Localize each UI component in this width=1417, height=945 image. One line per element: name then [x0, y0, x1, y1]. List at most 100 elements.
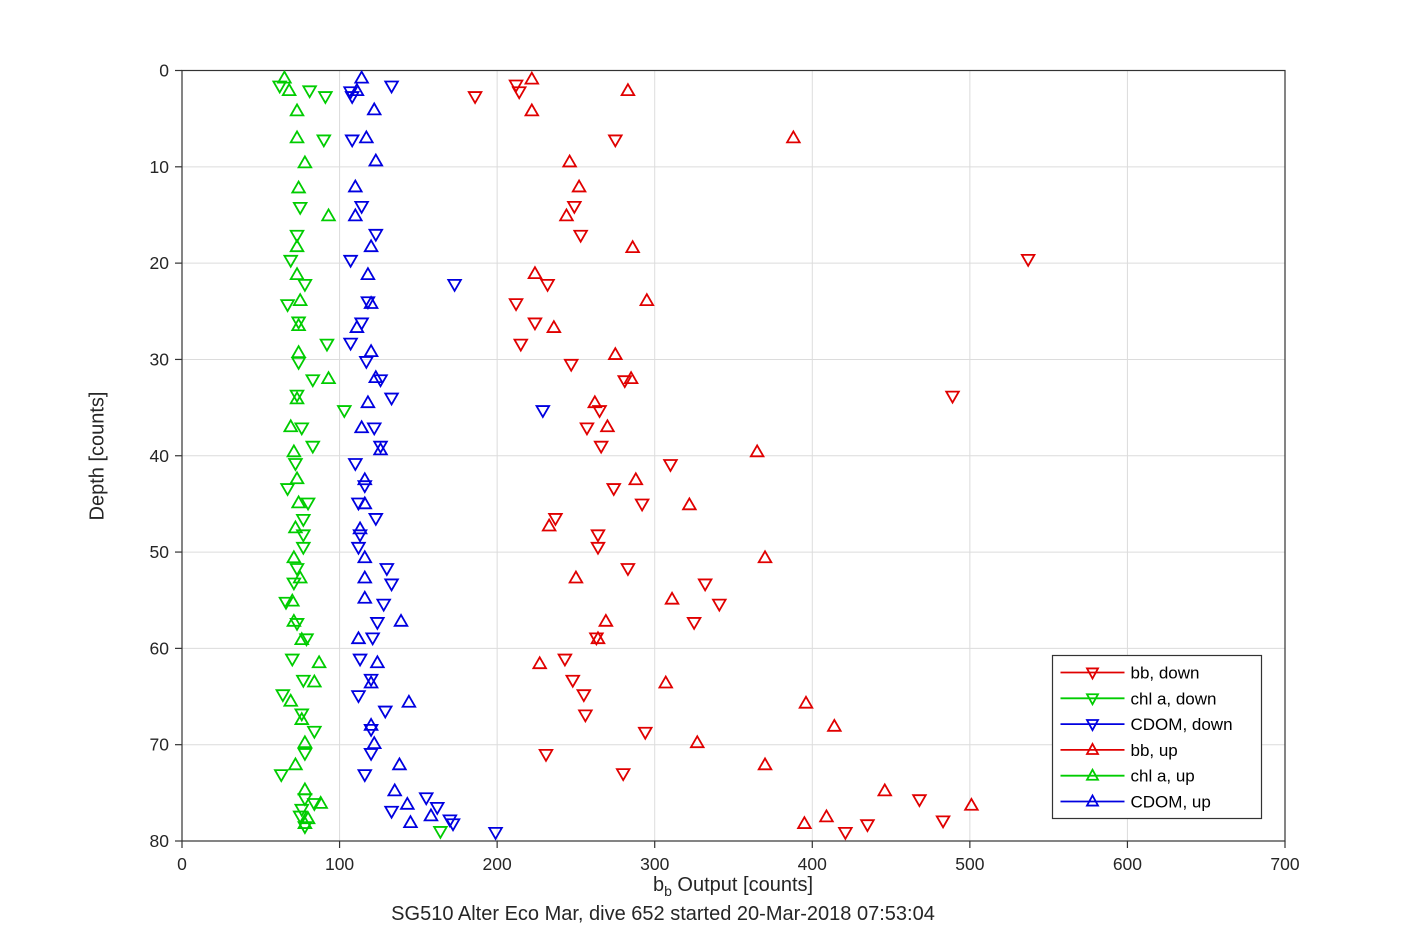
- marker-chl-a-up: [281, 82, 298, 97]
- marker-bb-down: [572, 229, 589, 244]
- marker-chl-a-down: [286, 577, 302, 592]
- marker-bb-down: [607, 134, 624, 149]
- marker-cdom-down: [352, 653, 368, 668]
- legend-label: bb, up: [1131, 741, 1178, 760]
- marker-chl-a-down: [297, 748, 313, 762]
- marker-cdom-up: [367, 369, 384, 384]
- legend-label: CDOM, up: [1131, 793, 1211, 812]
- figure-title: SG510 Alter Eco Mar, dive 652 started 20…: [391, 903, 935, 925]
- marker-cdom-down: [350, 541, 367, 556]
- marker-cdom-up: [352, 520, 368, 535]
- x-axis-label-main: b: [652, 874, 665, 896]
- marker-chl-a-up: [287, 756, 304, 771]
- marker-chl-a-up: [293, 711, 310, 725]
- marker-cdom-down: [372, 374, 389, 388]
- marker-bb-down: [590, 541, 606, 556]
- marker-chl-a-down: [274, 689, 291, 703]
- marker-chl-a-down: [317, 91, 334, 105]
- marker-bb-down: [662, 459, 679, 473]
- x-tick-label: 100: [325, 854, 354, 874]
- marker-chl-a-up: [306, 673, 323, 688]
- marker-chl-a-up: [320, 370, 337, 385]
- marker-cdom-up: [363, 674, 379, 689]
- marker-chl-a-down: [301, 85, 318, 100]
- marker-bb-up: [607, 346, 624, 360]
- marker-cdom-up: [369, 654, 386, 669]
- marker-bb-up: [627, 471, 644, 486]
- marker-chl-a-up: [292, 569, 309, 584]
- marker-cdom-up: [393, 613, 409, 627]
- marker-cdom-down: [383, 392, 400, 407]
- marker-cdom-up: [353, 419, 370, 434]
- legend-marker-down: [1085, 667, 1100, 681]
- marker-chl-a-up: [282, 693, 299, 707]
- marker-cdom-down: [347, 458, 364, 472]
- marker-chl-a-up: [286, 549, 302, 564]
- marker-cdom-up: [356, 495, 373, 510]
- marker-cdom-down: [429, 801, 446, 816]
- legend-box: [1051, 654, 1263, 820]
- marker-cdom-down: [487, 827, 504, 841]
- marker-chl-a-down: [293, 708, 310, 723]
- marker-bb-down: [686, 617, 702, 631]
- marker-bb-up: [796, 815, 813, 829]
- marker-chl-a-up: [311, 654, 327, 669]
- marker-cdom-up: [356, 589, 373, 604]
- marker-chl-a-down: [293, 422, 310, 437]
- marker-bb-up: [546, 319, 562, 333]
- y-tick-label: 10: [150, 157, 170, 177]
- marker-chl-a-down: [300, 497, 316, 512]
- marker-chl-a-up: [297, 815, 313, 829]
- legend-marker-up: [1085, 742, 1100, 755]
- marker-bb-up: [598, 613, 614, 627]
- marker-chl-a-up: [293, 631, 310, 646]
- marker-bb-down: [605, 483, 622, 497]
- marker-chl-a-up: [289, 266, 305, 281]
- marker-cdom-up: [347, 207, 364, 222]
- marker-cdom-up: [367, 152, 384, 167]
- marker-bb-down: [508, 79, 524, 94]
- marker-bb-down: [593, 440, 609, 455]
- marker-chl-a-down: [297, 278, 313, 293]
- marker-bb-down: [935, 815, 951, 830]
- y-axis-label: Depth [counts]: [86, 391, 109, 521]
- marker-bb-up: [638, 292, 655, 307]
- legend-label: chl a, down: [1131, 689, 1217, 708]
- marker-bb-up: [523, 70, 540, 85]
- x-tick-label: 400: [798, 854, 827, 874]
- x-tick-label: 600: [1113, 854, 1142, 874]
- marker-cdom-down: [446, 278, 463, 293]
- marker-chl-a-up: [289, 102, 305, 117]
- marker-bb-up: [586, 394, 603, 409]
- marker-bb-up: [561, 153, 578, 168]
- marker-chl-a-down: [284, 653, 301, 668]
- marker-chl-a-up: [287, 519, 304, 534]
- marker-bb-down: [620, 563, 636, 577]
- marker-bb-down: [579, 422, 595, 437]
- marker-bb-up: [798, 694, 814, 709]
- marker-cdom-up: [402, 814, 419, 829]
- marker-bb-down: [557, 653, 573, 668]
- y-tick-label: 30: [150, 349, 170, 369]
- marker-cdom-down: [342, 337, 359, 352]
- marker-cdom-up: [399, 796, 416, 810]
- marker-bb-up: [523, 102, 540, 117]
- marker-cdom-down: [364, 632, 381, 647]
- marker-bb-down: [547, 513, 564, 527]
- marker-bb-down: [1020, 253, 1037, 268]
- marker-bb-up: [757, 756, 773, 771]
- marker-cdom-up: [347, 178, 364, 193]
- marker-cdom-up: [363, 343, 379, 358]
- marker-cdom-down: [367, 513, 384, 527]
- marker-cdom-down: [366, 422, 383, 437]
- marker-cdom-up: [360, 266, 376, 281]
- marker-chl-a-down: [287, 458, 304, 472]
- marker-bb-down: [616, 375, 633, 389]
- legend-marker-up: [1085, 767, 1100, 781]
- marker-bb-down: [538, 748, 554, 763]
- marker-chl-a-down: [295, 513, 312, 528]
- marker-chl-a-down: [295, 674, 312, 689]
- marker-cdom-up: [363, 238, 379, 253]
- x-axis-label-rest: Output [counts]: [671, 874, 814, 896]
